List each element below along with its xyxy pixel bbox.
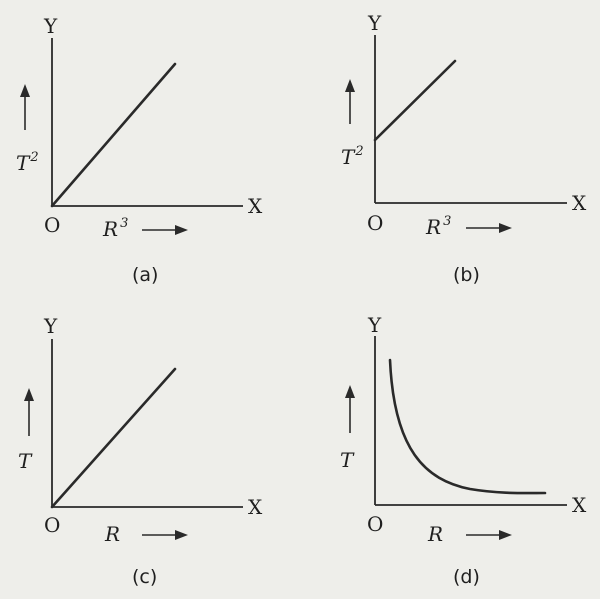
x-arrow (142, 530, 188, 540)
origin-label: O (367, 512, 383, 536)
x-arrow (466, 223, 512, 233)
panel-c: Y X O T R (c) (18, 314, 263, 588)
x-variable-label: R (427, 522, 443, 546)
panel-caption: (a) (132, 264, 158, 286)
panel-caption: (c) (132, 566, 157, 588)
y-axis-letter: Y (367, 11, 382, 35)
panel-d: Y X O T R (d) (340, 313, 587, 588)
origin-label: O (44, 513, 60, 537)
x-arrow (466, 530, 512, 540)
plot-curve (388, 358, 547, 495)
x-axis-letter: X (572, 493, 587, 517)
panel-caption: (b) (453, 264, 480, 286)
y-arrow (345, 385, 355, 433)
x-axis-letter: X (248, 194, 263, 218)
x-axis-letter: X (248, 495, 263, 519)
x-arrow (142, 225, 188, 235)
y-variable-label: T2 (341, 144, 364, 169)
panel-caption: (d) (453, 566, 480, 588)
plot-line (50, 62, 177, 208)
plot-line (373, 59, 457, 142)
y-variable-label: T (18, 449, 33, 473)
y-arrow (20, 84, 30, 130)
y-arrow (345, 79, 355, 124)
y-variable-label: T (340, 448, 355, 472)
plot-line (50, 367, 177, 509)
x-axis-letter: X (572, 191, 587, 215)
y-axis-letter: Y (367, 313, 382, 337)
y-arrow (24, 388, 34, 436)
y-axis-letter: Y (43, 314, 58, 338)
y-axis-letter: Y (43, 14, 58, 38)
y-variable-label: T2 (16, 150, 39, 175)
origin-label: O (367, 211, 383, 235)
origin-label: O (44, 213, 60, 237)
x-variable-label: R (104, 522, 120, 546)
